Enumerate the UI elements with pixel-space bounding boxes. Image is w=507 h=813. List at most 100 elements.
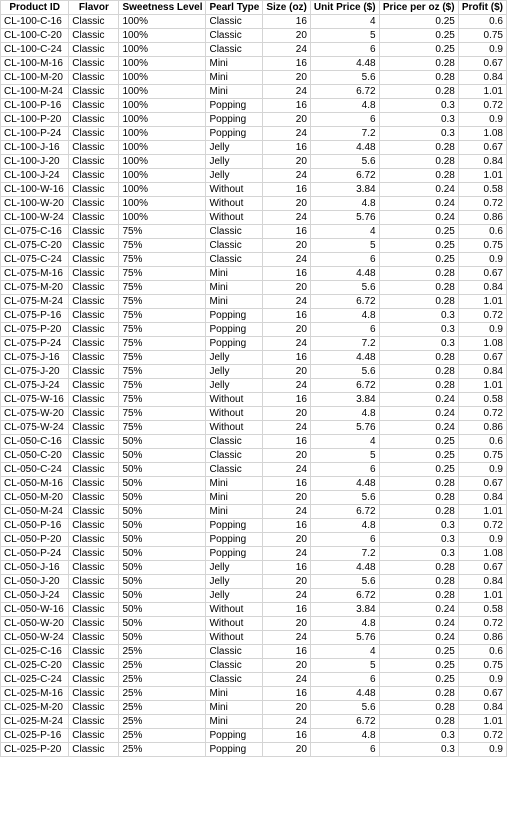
pearl-type-cell: Jelly	[205, 574, 264, 589]
product-id-cell: CL-050-P-20	[0, 532, 70, 547]
pearl-type-cell: Jelly	[205, 154, 264, 169]
pearl-type-cell: Jelly	[205, 350, 264, 365]
col-header-sweetness-level: Sweetness Level	[118, 0, 207, 15]
sweetness-level-cell: 100%	[118, 84, 207, 99]
flavor-cell: Classic	[68, 364, 120, 379]
price-per-oz-cell: 0.24	[378, 602, 459, 617]
price-per-oz-cell: 0.28	[378, 588, 459, 603]
product-id-cell: CL-050-M-16	[0, 476, 70, 491]
size-cell: 24	[262, 546, 311, 561]
profit-cell: 0.67	[457, 560, 507, 575]
price-per-oz-cell: 0.24	[378, 182, 459, 197]
pearl-type-cell: Popping	[205, 532, 264, 547]
unit-price-cell: 5.76	[309, 210, 380, 225]
profit-cell: 0.58	[457, 602, 507, 617]
price-per-oz-cell: 0.24	[378, 406, 459, 421]
pearl-type-cell: Without	[205, 196, 264, 211]
unit-price-cell: 5.6	[309, 154, 380, 169]
sweetness-level-cell: 75%	[118, 280, 207, 295]
price-per-oz-cell: 0.25	[378, 672, 459, 687]
size-cell: 20	[262, 448, 311, 463]
flavor-cell: Classic	[68, 378, 120, 393]
profit-cell: 0.72	[457, 308, 507, 323]
sweetness-level-cell: 75%	[118, 350, 207, 365]
unit-price-cell: 4.8	[309, 98, 380, 113]
profit-cell: 0.75	[457, 448, 507, 463]
sweetness-level-cell: 50%	[118, 476, 207, 491]
pearl-type-cell: Mini	[205, 686, 264, 701]
profit-cell: 0.86	[457, 420, 507, 435]
pearl-type-cell: Classic	[205, 42, 264, 57]
flavor-cell: Classic	[68, 238, 120, 253]
table-row: CL-075-P-16 Classic 75% Popping 16 4.8 0.3 0.72	[0, 308, 507, 323]
flavor-cell: Classic	[68, 448, 120, 463]
flavor-cell: Classic	[68, 42, 120, 57]
size-cell: 16	[262, 644, 311, 659]
unit-price-cell: 5.6	[309, 364, 380, 379]
profit-cell: 0.6	[457, 14, 507, 29]
sweetness-level-cell: 100%	[118, 196, 207, 211]
flavor-cell: Classic	[68, 686, 120, 701]
profit-cell: 0.75	[457, 238, 507, 253]
table-row: CL-075-C-20 Classic 75% Classic 20 5 0.25 0.75	[0, 238, 507, 253]
size-cell: 20	[262, 154, 311, 169]
sweetness-level-cell: 75%	[118, 378, 207, 393]
col-header-unit-price: Unit Price ($)	[309, 0, 380, 15]
size-cell: 24	[262, 126, 311, 141]
price-per-oz-cell: 0.25	[378, 224, 459, 239]
unit-price-cell: 6.72	[309, 168, 380, 183]
flavor-cell: Classic	[68, 126, 120, 141]
product-id-cell: CL-025-P-16	[0, 728, 70, 743]
size-cell: 16	[262, 434, 311, 449]
price-per-oz-cell: 0.28	[378, 280, 459, 295]
profit-cell: 0.67	[457, 476, 507, 491]
unit-price-cell: 5.6	[309, 490, 380, 505]
unit-price-cell: 5.6	[309, 70, 380, 85]
col-header-product-id: Product ID	[0, 0, 70, 15]
price-per-oz-cell: 0.28	[378, 294, 459, 309]
profit-cell: 0.72	[457, 406, 507, 421]
sweetness-level-cell: 50%	[118, 616, 207, 631]
price-per-oz-cell: 0.28	[378, 84, 459, 99]
price-per-oz-cell: 0.25	[378, 448, 459, 463]
product-id-cell: CL-025-C-20	[0, 658, 70, 673]
pearl-type-cell: Mini	[205, 56, 264, 71]
pearl-type-cell: Without	[205, 420, 264, 435]
size-cell: 16	[262, 266, 311, 281]
unit-price-cell: 4.48	[309, 686, 380, 701]
table-row: CL-075-M-16 Classic 75% Mini 16 4.48 0.28 0.67	[0, 266, 507, 281]
product-id-cell: CL-100-M-24	[0, 84, 70, 99]
pearl-type-cell: Without	[205, 392, 264, 407]
pearl-type-cell: Popping	[205, 742, 264, 757]
size-cell: 20	[262, 658, 311, 673]
size-cell: 16	[262, 686, 311, 701]
sweetness-level-cell: 100%	[118, 210, 207, 225]
col-header-size: Size (oz)	[262, 0, 311, 15]
product-id-cell: CL-050-P-24	[0, 546, 70, 561]
flavor-cell: Classic	[68, 84, 120, 99]
flavor-cell: Classic	[68, 112, 120, 127]
price-per-oz-cell: 0.24	[378, 630, 459, 645]
pearl-type-cell: Popping	[205, 112, 264, 127]
table-row: CL-050-W-16 Classic 50% Without 16 3.84 0.24 0.…	[0, 602, 507, 617]
unit-price-cell: 4.8	[309, 308, 380, 323]
pearl-type-cell: Popping	[205, 336, 264, 351]
profit-cell: 0.58	[457, 182, 507, 197]
product-id-cell: CL-100-W-16	[0, 182, 70, 197]
flavor-cell: Classic	[68, 224, 120, 239]
sweetness-level-cell: 100%	[118, 56, 207, 71]
profit-cell: 0.6	[457, 224, 507, 239]
flavor-cell: Classic	[68, 140, 120, 155]
product-id-cell: CL-100-W-24	[0, 210, 70, 225]
table-row: CL-050-J-16 Classic 50% Jelly 16 4.48 0.28 0.67	[0, 560, 507, 575]
price-per-oz-cell: 0.3	[378, 518, 459, 533]
product-id-cell: CL-075-W-20	[0, 406, 70, 421]
profit-cell: 1.01	[457, 714, 507, 729]
profit-cell: 0.9	[457, 462, 507, 477]
product-id-cell: CL-050-C-16	[0, 434, 70, 449]
unit-price-cell: 6	[309, 252, 380, 267]
size-cell: 24	[262, 378, 311, 393]
product-id-cell: CL-025-M-20	[0, 700, 70, 715]
sweetness-level-cell: 100%	[118, 168, 207, 183]
product-id-cell: CL-025-P-20	[0, 742, 70, 757]
